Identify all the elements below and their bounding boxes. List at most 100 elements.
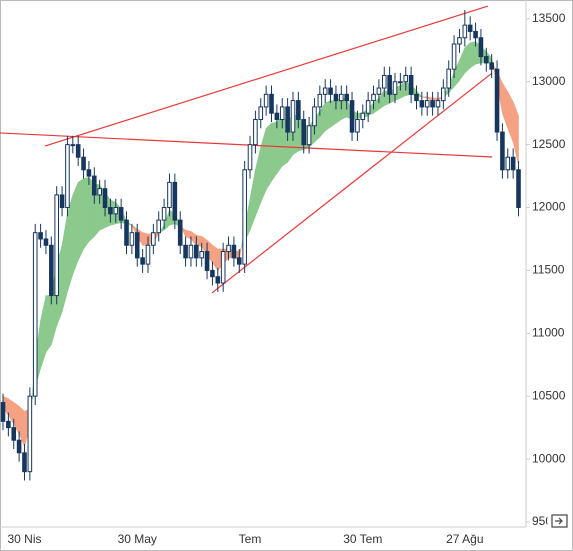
x-tick-label: Tem (239, 532, 262, 546)
candle-body (263, 93, 269, 108)
candle-body (161, 207, 167, 221)
candle-body (11, 427, 17, 441)
y-tick-label: 11000 (532, 325, 565, 339)
y-tick-label: 12500 (532, 137, 566, 151)
candle-body (296, 100, 301, 120)
candle-body (97, 188, 102, 196)
x-tick-label: 27 Ağu (446, 532, 483, 546)
candle-body (172, 181, 178, 221)
candle-body (194, 244, 199, 259)
candle-body (49, 244, 54, 297)
candle-body (156, 219, 162, 234)
candle-body (113, 207, 119, 215)
candle-body (188, 244, 194, 259)
candle-body (387, 74, 392, 95)
x-tick-label: 30 Tem (343, 532, 382, 546)
candle-body (451, 43, 457, 70)
fit-icon[interactable] (547, 511, 571, 533)
candle-body (210, 269, 215, 278)
x-tick-label: 30 Nis (7, 532, 41, 546)
ma-ribbon (324, 100, 331, 132)
candle-body (301, 118, 307, 146)
candle-body (312, 106, 317, 127)
y-tick-label: 10000 (532, 451, 566, 465)
candle-body (231, 244, 237, 259)
trendline (44, 5, 489, 147)
candle-body (349, 100, 355, 133)
ma-ribbon (512, 101, 519, 165)
candle-body (91, 175, 97, 196)
ma-ribbon (142, 232, 149, 246)
candle-body (408, 74, 414, 95)
candle-body (505, 156, 511, 171)
candle-body (306, 125, 312, 146)
x-tick-label: 30 May (118, 532, 157, 546)
candle-body (435, 100, 441, 108)
candle-body (102, 188, 108, 209)
candle-body (371, 93, 376, 102)
axes: 9500100001050011000115001200012500130001… (7, 11, 565, 546)
ma-ribbon (341, 97, 347, 120)
candle-body (70, 144, 76, 147)
ma-ribbon (271, 121, 278, 183)
candle-body (441, 87, 446, 102)
ma-ribbon (265, 122, 272, 191)
candle-body (457, 37, 462, 45)
candle-body (32, 232, 38, 397)
candle-body (398, 81, 403, 84)
candle-body (199, 251, 204, 259)
candle-body (258, 106, 264, 120)
candle-body (140, 257, 145, 265)
ma-ribbon (330, 100, 337, 128)
plot (0, 5, 521, 481)
candle-body (279, 106, 285, 120)
trendline (211, 72, 493, 294)
candle-body (516, 169, 521, 209)
candle-body (344, 93, 349, 102)
ma-ribbon (469, 41, 476, 69)
candle-body (27, 395, 33, 473)
candle-body (151, 232, 156, 246)
candle-body (317, 93, 323, 108)
candle-body (269, 93, 274, 114)
candle-body (75, 144, 81, 158)
candle-body (376, 87, 382, 95)
candle-body (462, 24, 468, 39)
y-tick-label: 10500 (532, 388, 566, 402)
ma-ribbon (83, 176, 90, 250)
candle-body (242, 169, 247, 265)
candle-body (424, 100, 430, 108)
candle-body (236, 257, 242, 265)
candle-body (65, 144, 70, 209)
candle-body (81, 156, 86, 171)
candle-body (129, 232, 135, 246)
candle-body (183, 244, 188, 259)
candle-body (339, 93, 344, 102)
candle-body (204, 251, 210, 271)
candle-body (124, 219, 129, 246)
candle-body (285, 106, 290, 133)
candle-body (108, 207, 113, 215)
candle-body (177, 219, 183, 246)
y-tick-label: 13000 (532, 74, 566, 88)
candle-body (16, 439, 22, 454)
candle-body (86, 169, 92, 177)
candle-body (43, 238, 49, 246)
candle-body (473, 30, 478, 39)
candle-body (392, 81, 398, 95)
candle-body (145, 244, 151, 265)
candle-body (489, 62, 494, 70)
candle-body (0, 401, 6, 422)
candle-body (328, 87, 333, 95)
ma-ribbon (276, 116, 283, 175)
trendline (0, 132, 493, 158)
candle-body (59, 194, 65, 209)
candle-body (360, 112, 366, 120)
ma-ribbon (464, 42, 471, 74)
candle-body (333, 93, 339, 102)
y-tick-label: 11500 (532, 263, 565, 277)
candle-body (6, 420, 11, 429)
candle-body (322, 87, 328, 95)
